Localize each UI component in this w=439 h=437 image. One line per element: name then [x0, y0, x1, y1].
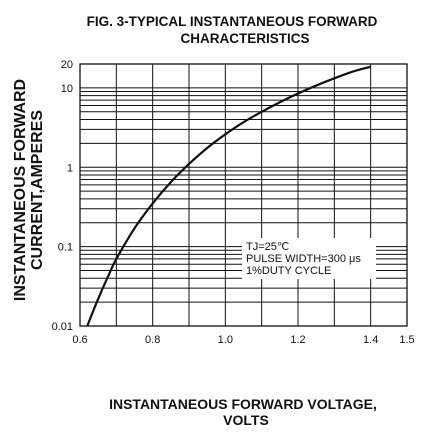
y-tick-labels: 0.01 0.1 1 10 20	[52, 59, 73, 333]
y-tick-label: 10	[61, 83, 73, 95]
x-tick-label: 1.0	[218, 334, 233, 346]
y-axis-label-line-2: CURRENT,AMPERES	[29, 110, 46, 270]
x-axis-label-line-1: INSTANTANEOUS FORWARD VOLTAGE,	[109, 396, 377, 412]
x-tick-labels: 0.6 0.8 1.0 1.2 1.4 1.5	[72, 334, 414, 346]
chart-title-line-1: FIG. 3-TYPICAL INSTANTANEOUS FORWARD	[87, 14, 378, 29]
annotation-pulse-width: PULSE WIDTH=300 μs	[246, 253, 361, 265]
annotation-box	[242, 238, 376, 279]
annotation-duty-cycle: 1%DUTY CYCLE	[246, 265, 331, 277]
x-tick-label: 0.8	[145, 334, 160, 346]
y-tick-label: 0.01	[52, 321, 73, 333]
y-axis-label-line-1: INSTANTANEOUS FORWARD	[12, 79, 29, 301]
x-tick-label: 1.5	[399, 334, 414, 346]
grid	[80, 64, 407, 326]
y-tick-label: 0.1	[58, 242, 73, 254]
annotation-temperature: TJ=25℃	[246, 241, 289, 253]
x-axis-label-line-2: VOLTS	[223, 412, 269, 428]
y-axis-label: INSTANTANEOUS FORWARD CURRENT,AMPERES	[12, 79, 46, 301]
y-tick-label: 20	[61, 59, 73, 71]
plot-frame	[79, 63, 408, 327]
forward-characteristic-curve	[86, 65, 371, 327]
chart-title-line-2: CHARACTERISTICS	[180, 31, 309, 46]
x-tick-label: 0.6	[72, 334, 87, 346]
x-tick-label: 1.4	[363, 334, 378, 346]
y-tick-label: 1	[67, 162, 73, 174]
x-tick-label: 1.2	[290, 334, 305, 346]
